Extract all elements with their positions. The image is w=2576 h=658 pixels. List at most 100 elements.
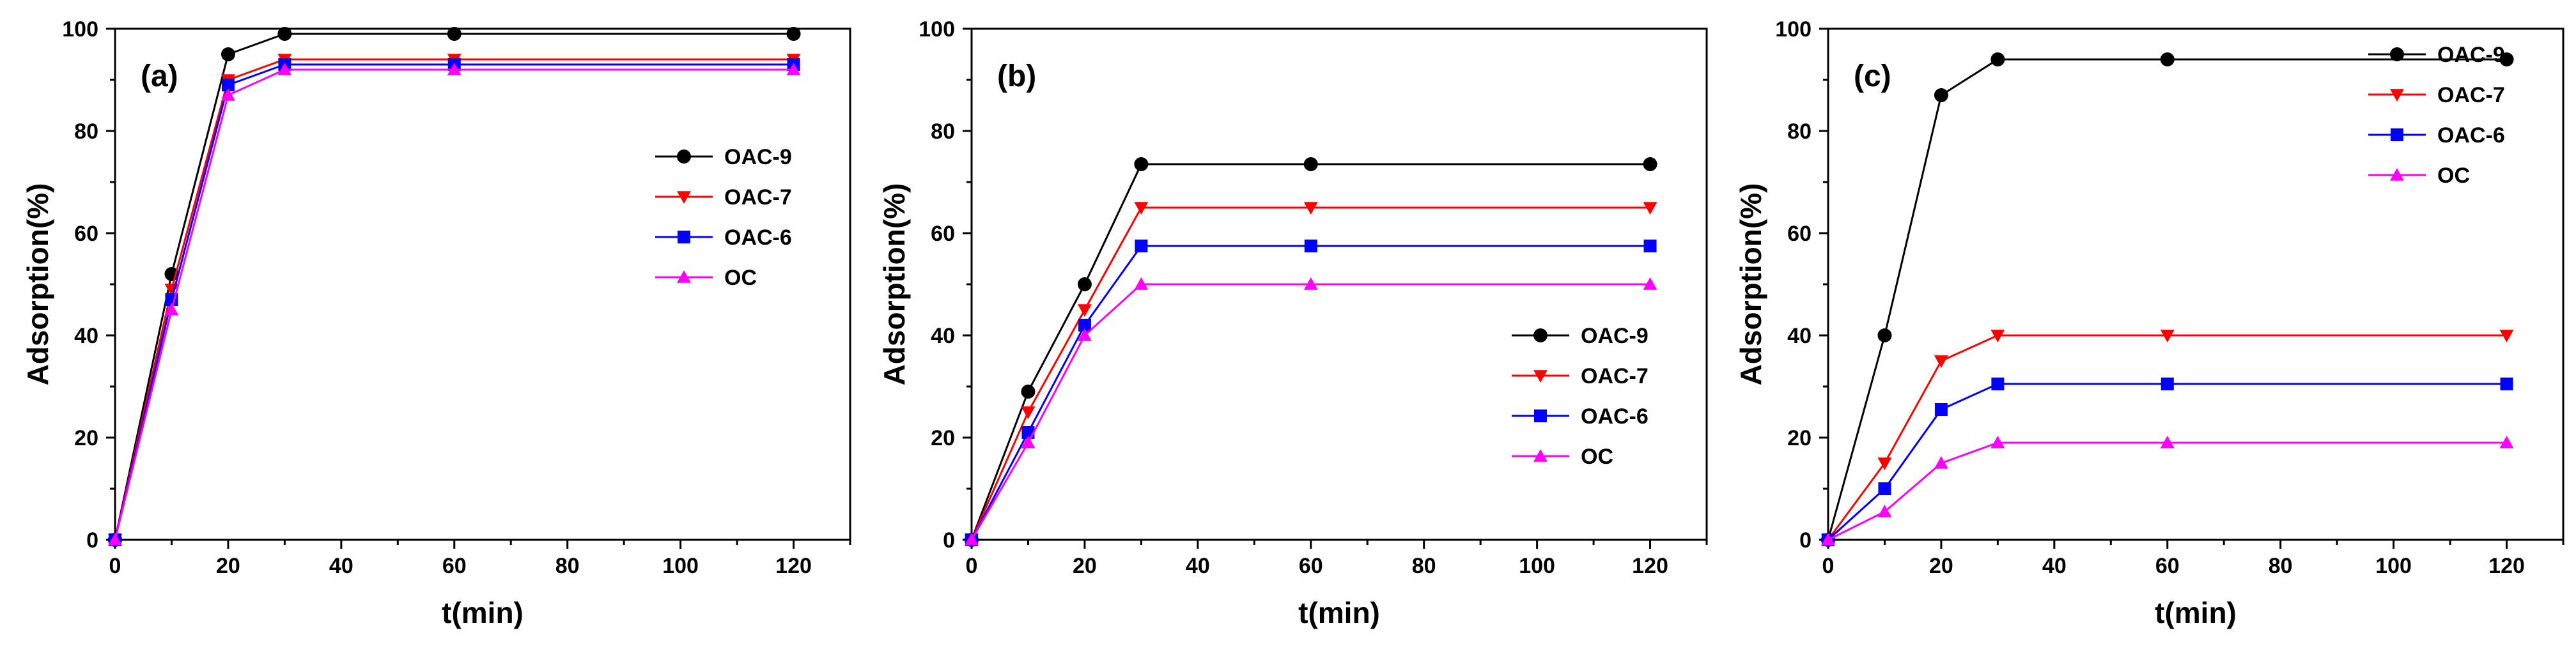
data-point [1934,355,1948,368]
y-tick-label: 100 [1775,17,1812,42]
data-point [2499,52,2514,66]
legend-label: OAC-9 [2437,43,2505,67]
y-tick-label: 0 [1799,528,1812,553]
y-tick-label: 80 [931,119,955,144]
legend: OAC-9 OAC-7 OAC-6 OC [655,145,792,290]
legend-marker [2390,89,2404,102]
x-tick-label: 60 [442,554,467,578]
data-point [1990,436,2005,448]
y-tick-label: 100 [62,17,98,42]
y-tick-label: 60 [74,222,98,246]
legend-label: OAC-9 [724,145,792,169]
data-point [164,303,179,316]
series-line [114,63,794,540]
series-line [1827,58,2507,540]
series-oac-6 [1822,378,2513,546]
data-point [447,27,462,41]
series-line [1827,383,2507,541]
x-tick-label: 0 [966,554,978,578]
legend-marker [2390,47,2404,61]
data-point [1077,328,1092,341]
y-tick-label: 20 [74,426,98,450]
data-point [1134,202,1149,215]
series-line [970,163,1650,540]
data-point [1821,533,1835,546]
x-tick-label: 80 [555,554,580,578]
data-point [221,79,235,91]
y-tick-label: 20 [1787,426,1812,450]
legend-label: OC [724,266,757,290]
legend-label: OAC-6 [2437,123,2505,148]
data-point [447,63,462,75]
x-tick-label: 0 [1822,554,1835,578]
data-point [1878,482,1891,495]
data-point [1643,240,1657,252]
series-line [970,283,1650,540]
legend-label: OC [2437,164,2470,188]
data-point [1643,277,1657,290]
data-point [1021,385,1036,399]
panel-label: (c) [1854,59,1891,93]
data-point [786,27,801,41]
series-oac-9 [965,157,1657,547]
y-tick-label: 60 [1787,222,1812,246]
series-oac-6 [965,240,1657,546]
x-tick-label: 120 [775,554,812,578]
data-point [221,47,235,61]
data-point [1991,378,2005,390]
data-point [1077,304,1092,317]
data-point [1135,240,1148,252]
series-line [1827,334,2507,540]
data-point [2160,330,2175,342]
x-axis-title: t(min) [1298,596,1380,629]
legend-marker [677,149,691,164]
data-point [1934,403,1948,416]
legend-label: OC [1581,445,1613,469]
x-tick-label: 60 [1299,554,1323,578]
data-point [1934,456,1948,469]
chart-panel-2: 0 20 40 60 80 100 120 0 20 40 60 80 100 t(min) Adsorpt… [878,17,1708,629]
series-line [970,245,1650,540]
y-tick-label: 0 [86,528,98,553]
y-tick-label: 40 [1787,324,1812,348]
x-axis-title: t(min) [2155,596,2237,629]
data-point [965,533,979,546]
x-axis-title: t(min) [442,596,524,629]
x-tick-label: 60 [2155,554,2180,578]
data-point [2500,378,2513,390]
x-tick-label: 100 [662,554,699,578]
legend-label: OAC-6 [1581,404,1649,429]
series-line [114,33,794,540]
x-tick-label: 20 [216,554,240,578]
data-point [1303,202,1318,215]
series-oac-7 [108,54,801,547]
data-point [1877,505,1892,517]
x-tick-label: 40 [2042,554,2067,578]
data-point [1134,277,1149,290]
data-point [1021,406,1036,419]
legend-label: OAC-7 [2437,83,2505,107]
data-point [1990,330,2005,342]
x-tick-label: 20 [1073,554,1097,578]
data-point [1303,277,1318,290]
data-point [221,88,235,101]
legend-marker [2390,168,2404,181]
panel-label: (b) [997,59,1036,93]
data-point [2160,436,2175,448]
data-point [1877,328,1892,342]
data-point [1643,157,1657,171]
series-line [114,58,794,540]
legend: OAC-9 OAC-7 OAC-6 OC [1512,324,1649,469]
data-point [1078,319,1091,332]
legend-marker [677,270,691,283]
legend-label: OAC-6 [724,226,792,250]
data-point [1134,157,1149,171]
x-tick-label: 0 [109,554,121,578]
series-oc [108,63,801,546]
legend-marker [1533,328,1548,342]
series-oac-6 [109,58,800,546]
data-point [1304,240,1317,252]
chart-panel-3: 0 20 40 60 80 100 120 0 20 40 60 80 100 t(min) Adsorpt… [1734,17,2564,629]
series-oac-7 [965,202,1657,547]
